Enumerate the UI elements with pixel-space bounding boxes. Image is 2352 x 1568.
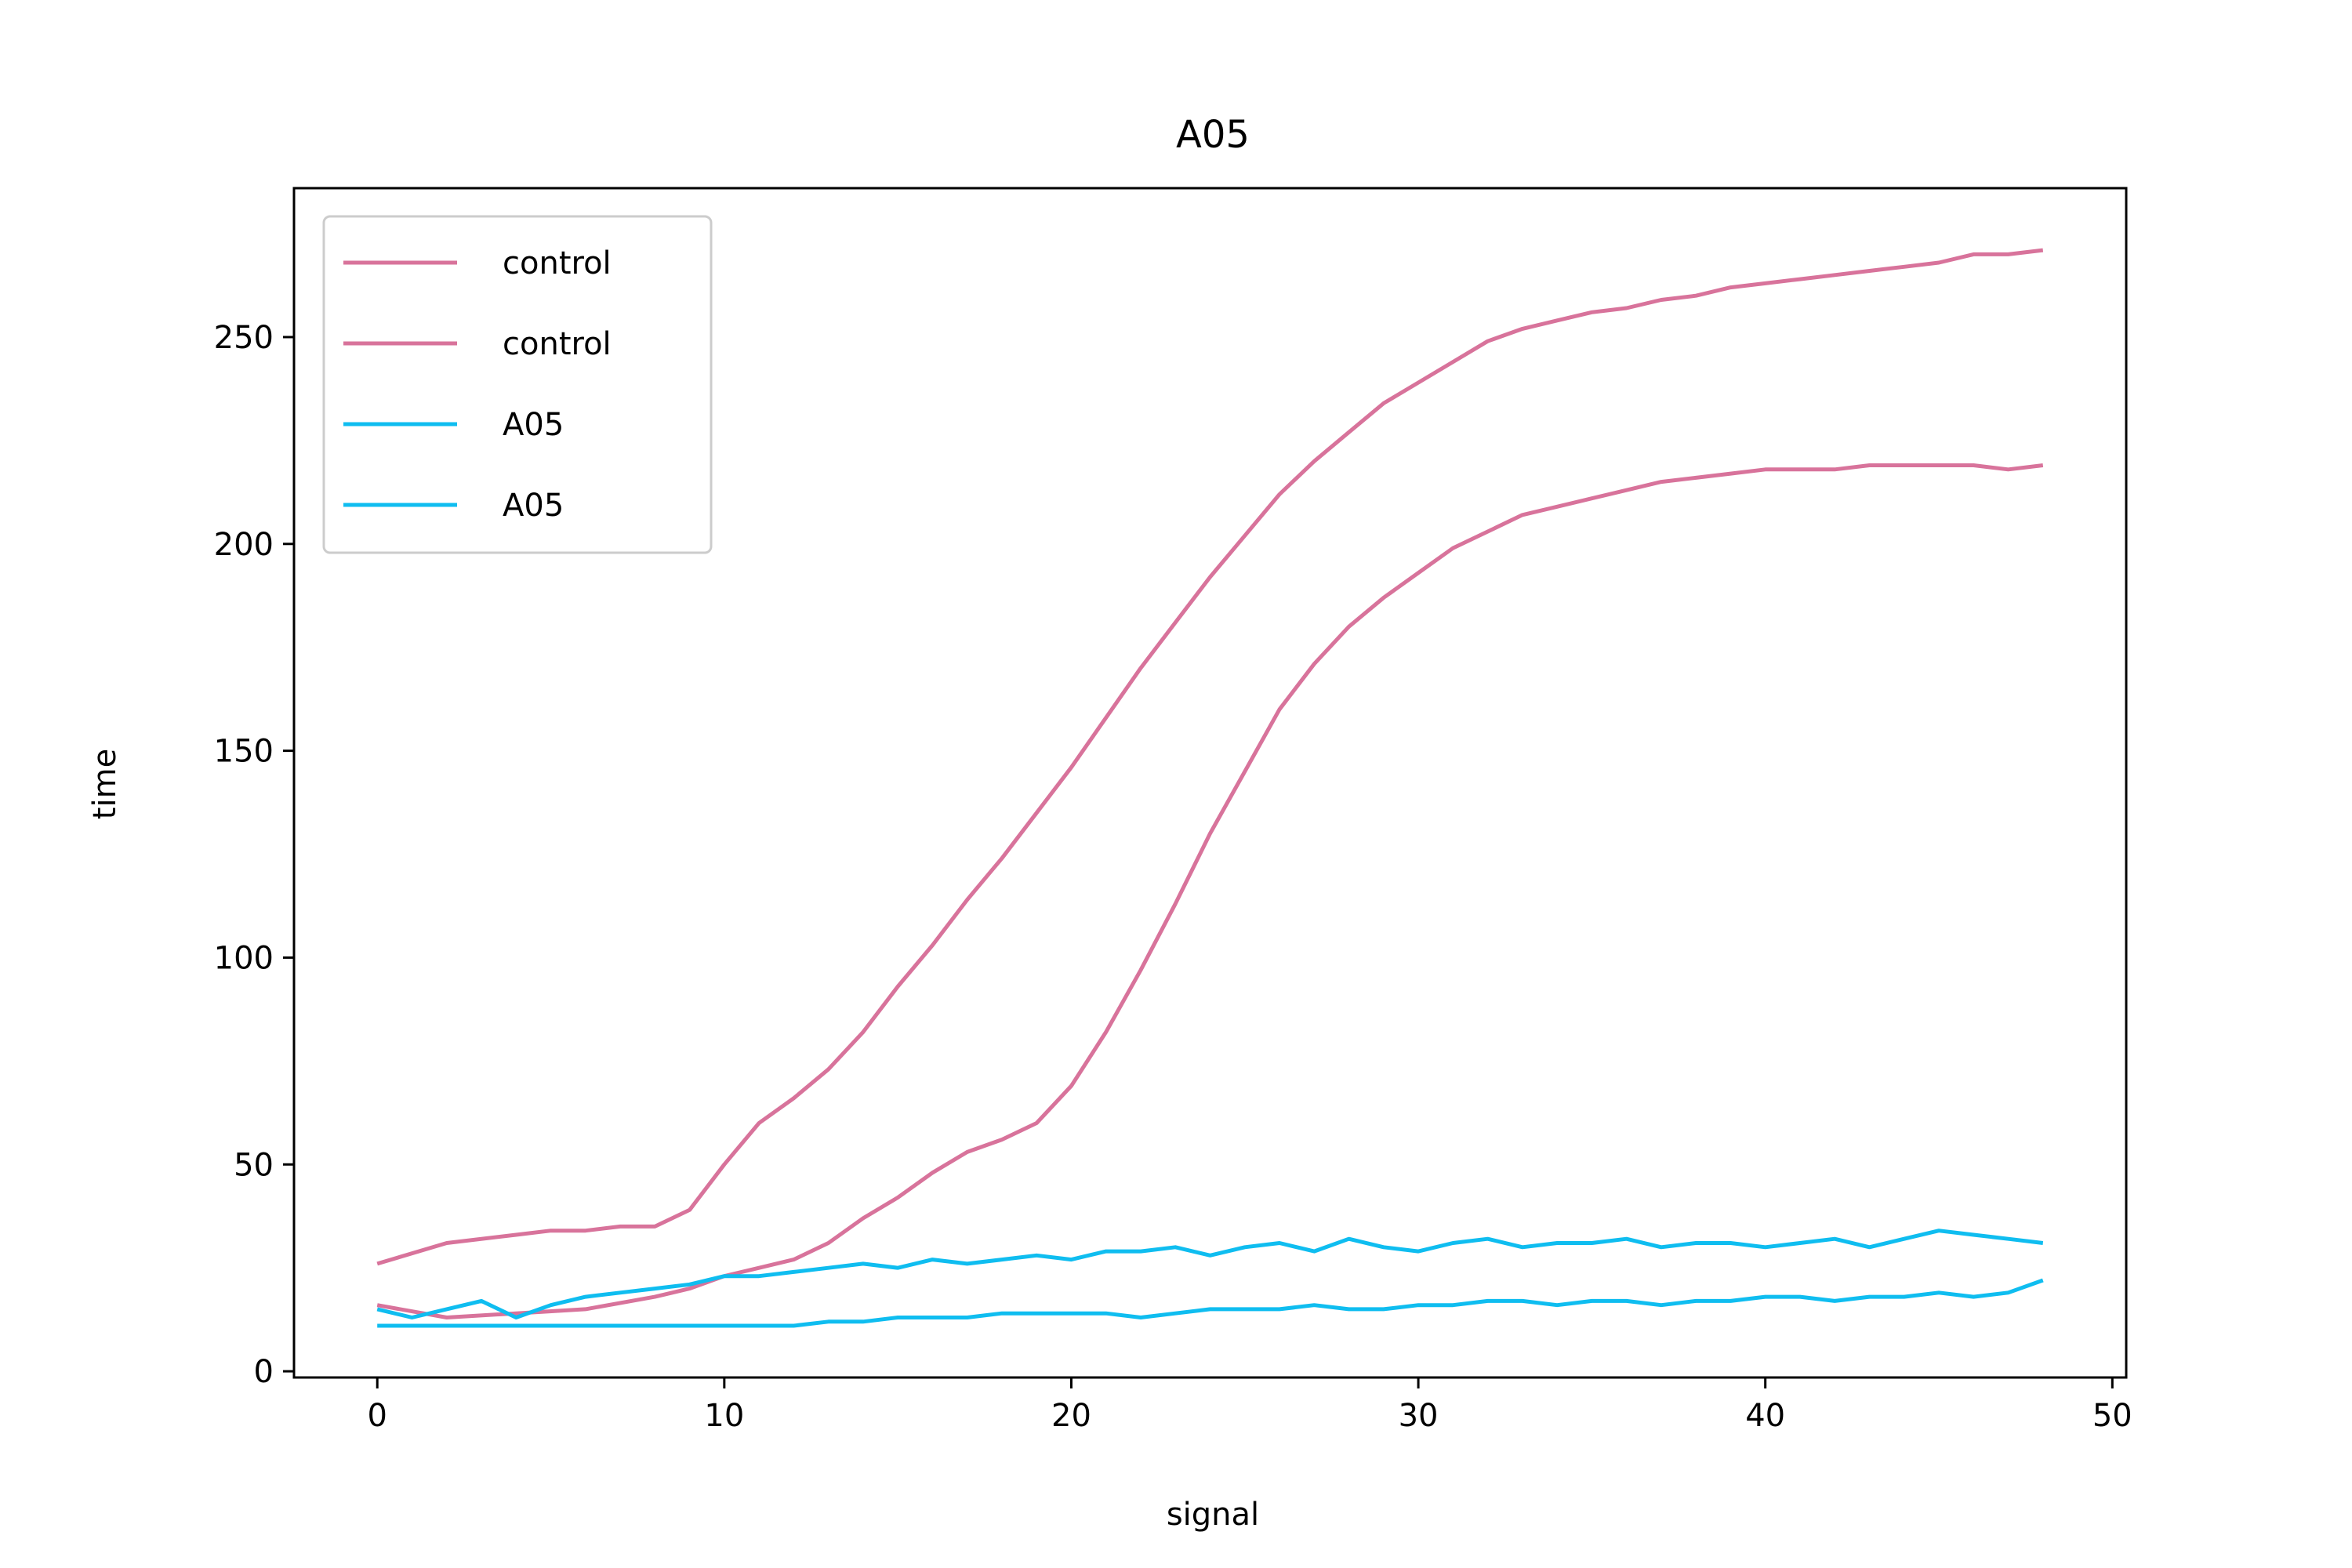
x-axis-ticks: 0 10 20 30 40 50	[368, 1377, 2132, 1434]
series-line-2	[376, 463, 2044, 1319]
legend-label-4: A05	[503, 488, 564, 524]
y-axis-label: time	[87, 749, 123, 819]
legend: control control A05 A05	[322, 215, 713, 554]
y-tick-label: 100	[214, 940, 274, 976]
legend-box	[322, 215, 713, 554]
x-tick-label: 20	[1051, 1398, 1091, 1434]
series-line-4	[377, 1278, 2044, 1328]
x-tick-label: 10	[704, 1398, 744, 1434]
legend-label-1: control	[503, 245, 612, 281]
plot-area	[376, 248, 2044, 1328]
y-tick-label: 150	[214, 734, 274, 770]
series-line-1	[376, 248, 2044, 1266]
series-line-3	[376, 1229, 2044, 1319]
x-tick-label: 40	[1745, 1398, 1785, 1434]
x-tick-label: 30	[1399, 1398, 1439, 1434]
y-tick-label: 0	[254, 1354, 274, 1390]
legend-label-3: A05	[503, 407, 564, 443]
y-tick-label: 200	[214, 527, 274, 563]
x-axis-label: signal	[1167, 1497, 1259, 1533]
y-tick-label: 50	[234, 1147, 274, 1183]
axes-frame	[292, 187, 2128, 1379]
x-tick-label: 0	[368, 1398, 387, 1434]
y-axis-ticks: 0 50 100 150 200 250	[214, 320, 294, 1390]
y-tick-label: 250	[214, 320, 274, 356]
chart-title: A05	[1176, 113, 1250, 157]
x-tick-label: 50	[2092, 1398, 2132, 1434]
legend-label-2: control	[503, 326, 612, 362]
